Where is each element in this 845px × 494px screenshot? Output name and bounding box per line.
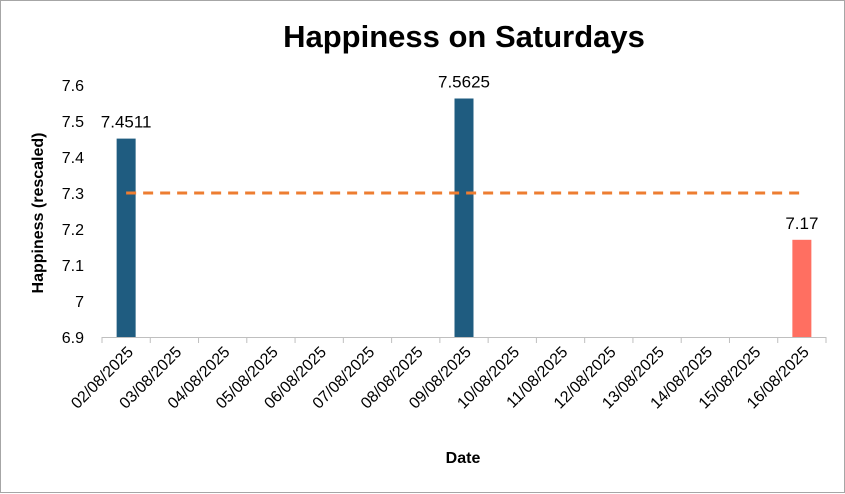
data-label: 7.4511 [101, 113, 152, 132]
y-axis-title: Happiness (rescaled) [30, 133, 47, 294]
chart-title: Happiness on Saturdays [283, 19, 645, 54]
y-tick-label: 7.3 [62, 186, 84, 203]
bar [116, 138, 136, 337]
y-tick-label: 7.6 [62, 78, 84, 95]
y-tick-label: 7.5 [62, 114, 84, 131]
bar [454, 98, 474, 337]
x-axis-title: Date [446, 450, 481, 467]
y-tick-label: 6.9 [62, 330, 84, 347]
data-label: 7.17 [785, 214, 818, 233]
y-tick-label: 7 [75, 294, 84, 311]
y-axis-ticks: 6.9 7 7.1 7.2 7.3 7.4 7.5 7.6 [62, 78, 84, 347]
data-label: 7.5625 [438, 73, 490, 92]
y-tick-label: 7.1 [62, 258, 84, 275]
x-axis-ticks: 02/08/202503/08/202504/08/202505/08/2025… [68, 337, 827, 412]
data-labels: 7.4511 7.5625 7.17 [101, 73, 819, 233]
bars [116, 98, 812, 337]
y-tick-label: 7.2 [62, 222, 84, 239]
bar [792, 239, 812, 337]
y-tick-label: 7.4 [62, 150, 84, 167]
